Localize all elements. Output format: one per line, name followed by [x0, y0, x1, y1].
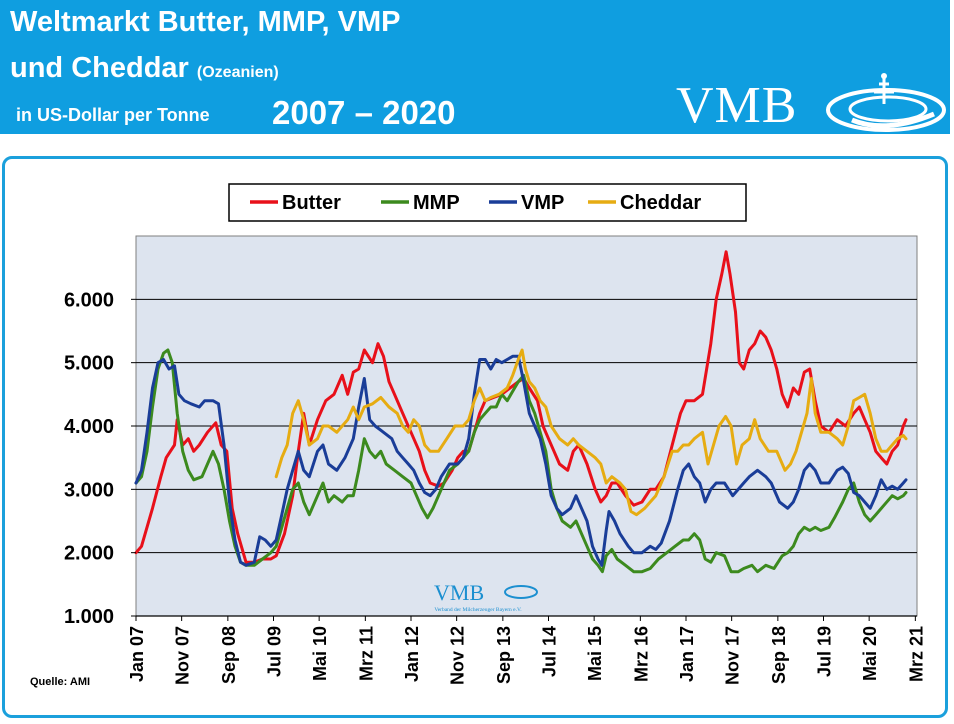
- legend-label-butter: Butter: [282, 192, 341, 214]
- x-tick-label: Sep 18: [769, 626, 789, 684]
- x-tick-label: Nov 07: [173, 626, 193, 685]
- series-line-vmp: [134, 354, 908, 567]
- legend-label-mmp: MMP: [413, 192, 460, 214]
- year-range: 2007 – 2020: [272, 94, 456, 131]
- source-note: Quelle: AMI: [30, 676, 91, 688]
- x-tick-label: Mai 15: [585, 626, 605, 681]
- series-lines: [134, 250, 908, 574]
- x-tick-label: Jul 19: [815, 626, 835, 677]
- x-tick-label: Jul 14: [540, 626, 560, 677]
- x-tick-label: Nov 12: [448, 626, 468, 685]
- legend-box: [228, 183, 747, 222]
- x-tick-label: Mai 10: [310, 626, 330, 681]
- x-tick-label: Jul 09: [265, 626, 285, 677]
- series-line-mmp: [134, 348, 908, 574]
- y-tick-label: 6.000: [64, 289, 114, 311]
- watermark-text: VMB: [434, 580, 484, 605]
- chart-title: Weltmarkt Butter, MMP, VMP: [10, 6, 401, 38]
- vmb-logo-mark-icon: [826, 73, 946, 132]
- vmb-logo: VMB: [676, 77, 798, 134]
- x-tick-label: Mrz 16: [631, 626, 651, 682]
- y-tick-label: 1.000: [64, 606, 114, 628]
- x-tick-label: Jan 12: [402, 626, 422, 682]
- y-tick-label: 2.000: [64, 543, 114, 565]
- x-tick-label: Jan 07: [127, 626, 147, 682]
- x-tick-label: Sep 08: [219, 626, 239, 684]
- watermark-logo: VMB Verband der Milcherzeuger Bayern e.V…: [434, 580, 538, 613]
- header-banner: Weltmarkt Butter, MMP, VMP und Cheddar (…: [0, 0, 950, 134]
- y-axis: 1.000 2.000 3.000 4.000 5.000 6.000: [64, 289, 136, 628]
- series-line-cheddar: [274, 348, 908, 517]
- y-tick-label: 3.000: [64, 479, 114, 501]
- legend: Butter MMP VMP Cheddar: [228, 183, 747, 222]
- watermark-mark-icon: [504, 585, 538, 599]
- y-tick-label: 4.000: [64, 416, 114, 438]
- x-axis: Jan 07 Nov 07 Sep 08 Jul 09 Mai 10 Mrz 11 Jan …: [127, 615, 926, 685]
- watermark-subtitle: Verband der Milcherzeuger Bayern e.V.: [434, 607, 522, 613]
- y-tick-label: 5.000: [64, 353, 114, 375]
- legend-label-vmp: VMP: [521, 192, 564, 214]
- x-tick-label: Nov 17: [723, 626, 743, 685]
- x-tick-label: Sep 13: [494, 626, 514, 684]
- chart-title-text: und Cheddar: [10, 52, 189, 84]
- x-tick-label: Mai 20: [860, 626, 880, 681]
- unit-label: in US-Dollar per Tonne: [16, 105, 210, 125]
- chart-subtitle: (Ozeanien): [196, 64, 279, 81]
- legend-label-cheddar: Cheddar: [620, 192, 701, 214]
- x-tick-label: Mrz 21: [906, 626, 926, 682]
- x-tick-label: Jan 17: [677, 626, 697, 682]
- series-line-butter: [134, 250, 908, 564]
- chart-title-line2: und Cheddar (Ozeanien): [10, 52, 279, 85]
- x-tick-label: Mrz 11: [356, 626, 376, 681]
